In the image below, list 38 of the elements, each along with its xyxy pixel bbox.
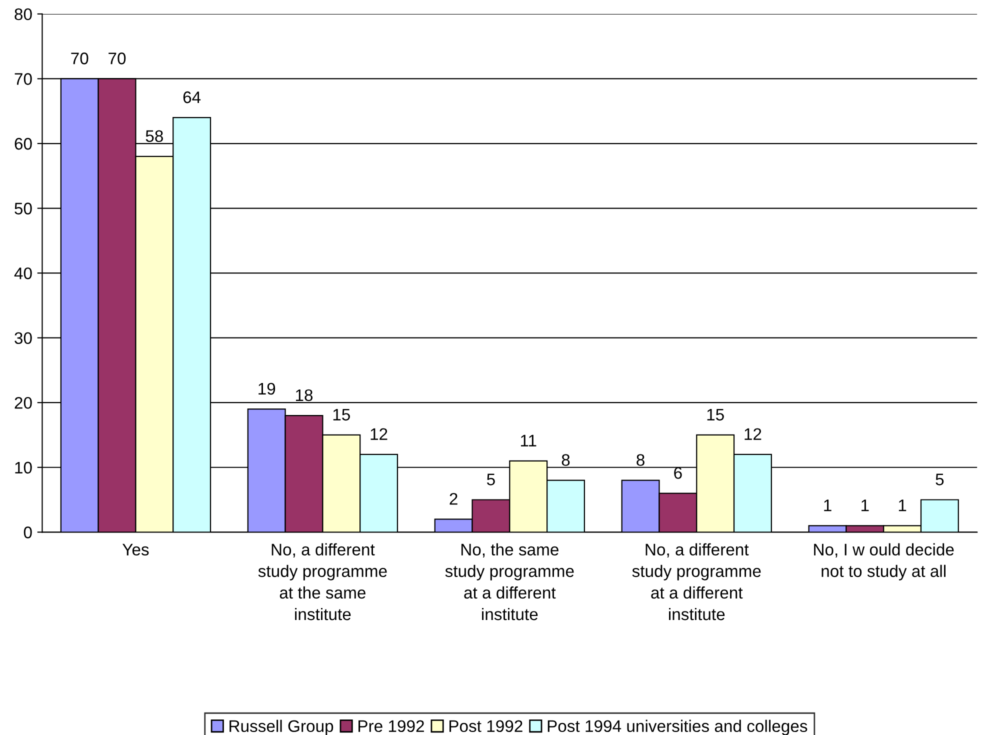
data-label: 12 (370, 428, 388, 440)
y-tick-label: 20 (14, 396, 32, 409)
x-tick-label: No, the same study programme at a different institute (445, 543, 574, 620)
data-label: 2 (450, 492, 458, 505)
data-label: 58 (146, 130, 163, 142)
data-label: 15 (707, 408, 724, 421)
y-tick-label: 50 (14, 202, 32, 214)
x-tick-label: Yes (122, 544, 149, 556)
data-label: 8 (562, 454, 570, 466)
x-tick-label: No, I w ould decide not to study at all (814, 543, 954, 580)
data-label: 6 (674, 467, 682, 479)
data-label: 19 (258, 382, 276, 395)
data-label: 18 (296, 389, 313, 402)
data-label: 70 (108, 52, 126, 64)
y-tick-label: 40 (14, 267, 32, 280)
data-label: 15 (333, 408, 350, 421)
y-tick-label: 80 (14, 8, 32, 20)
y-tick-label: 0 (24, 526, 32, 538)
y-tick-label: 30 (14, 332, 32, 344)
y-tick-label: 60 (14, 138, 32, 150)
legend-label: Post 1994 universities and colleges (548, 720, 808, 735)
data-label: 1 (862, 500, 869, 512)
data-label: 70 (71, 52, 88, 64)
data-label: 8 (636, 454, 644, 466)
data-label: 11 (520, 434, 536, 446)
x-tick-label: No, a different study programme at the same institute (258, 543, 387, 620)
legend-label: Post 1992 (449, 720, 522, 732)
y-tick-label: 10 (15, 462, 32, 474)
data-label: 64 (183, 91, 201, 104)
legend-label: Russell Group (230, 720, 334, 735)
data-label: 5 (936, 474, 944, 486)
data-label: 1 (824, 500, 832, 512)
x-tick-label: No, a different study programme at a different institute (632, 543, 761, 620)
data-label: 12 (744, 428, 762, 440)
data-label: 5 (486, 474, 495, 486)
data-label: 1 (898, 500, 906, 512)
y-tick-label: 70 (14, 73, 32, 85)
legend-label: Pre 1992 (358, 720, 424, 732)
